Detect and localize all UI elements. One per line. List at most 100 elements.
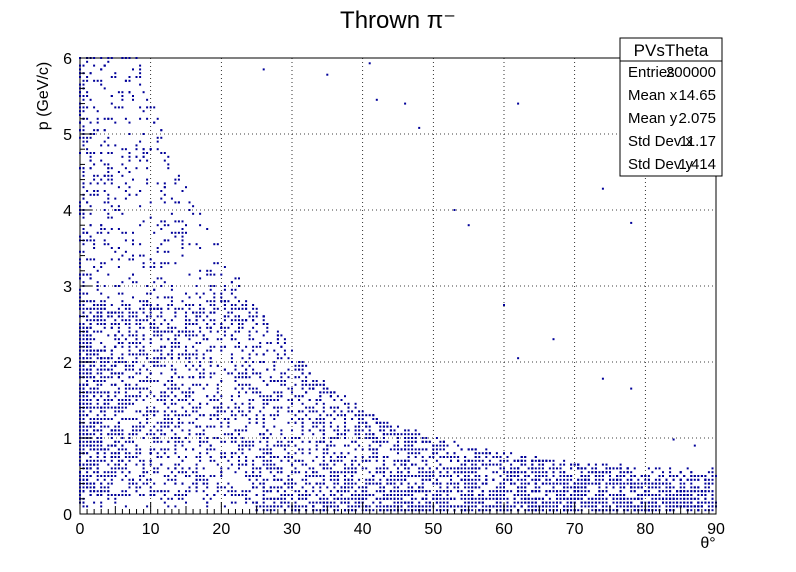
data-point [538,467,541,470]
data-point [241,304,244,306]
data-point [397,437,399,439]
data-point [365,425,368,428]
data-point [326,414,329,417]
data-point [351,471,354,474]
data-point [442,440,445,443]
data-point [117,391,120,394]
data-point [223,266,226,268]
data-point [114,414,117,417]
data-point [453,471,456,474]
data-point [121,106,124,109]
data-point [276,505,279,508]
data-point [107,406,110,409]
data-point [340,494,343,496]
data-point [591,497,594,500]
data-point [93,361,96,363]
data-point [199,433,202,436]
data-point [333,505,336,508]
data-point [100,368,103,371]
data-point [344,425,346,428]
data-point [192,383,195,386]
data-point [181,497,184,500]
data-point [471,471,474,474]
data-point [241,437,244,439]
data-point [93,376,96,379]
data-point [626,501,629,504]
data-point [202,357,205,360]
data-point [117,387,120,390]
data-point [181,414,184,417]
data-point [298,505,301,508]
data-point [86,383,89,386]
data-point [460,505,463,508]
data-point [209,444,212,447]
data-point [107,136,110,139]
data-point [450,459,452,462]
data-point [552,475,555,477]
data-point [185,334,187,337]
data-point [156,467,159,470]
data-point [174,482,177,485]
data-point [213,437,216,439]
data-point [294,482,297,485]
data-point [89,334,92,337]
data-point [121,459,124,462]
data-point [79,448,81,451]
data-point [89,323,92,325]
data-point [612,478,615,481]
data-point [86,190,89,192]
data-point [612,486,615,489]
data-point [86,334,89,337]
data-point [93,174,96,177]
data-point [669,482,672,485]
data-point [160,421,163,424]
data-point [252,459,255,462]
data-point [291,391,293,394]
data-point [93,57,96,59]
data-point [407,509,410,512]
data-point [110,205,113,208]
data-point [605,490,608,493]
data-point [139,494,142,496]
data-point [520,478,523,481]
data-point [531,478,534,481]
data-point [199,212,202,215]
data-point [333,437,336,439]
data-point [676,505,679,508]
data-point [510,478,513,481]
data-point [340,501,343,504]
data-point [103,209,106,211]
data-point [79,258,81,261]
data-point [548,505,551,508]
data-point [170,421,173,424]
data-point [156,410,159,413]
data-point [234,376,237,379]
data-point [594,463,597,466]
data-point [100,425,103,428]
data-point [185,353,187,356]
data-point [188,243,191,246]
data-point [188,353,191,356]
data-point [216,387,219,390]
data-point [570,505,573,508]
data-point [241,463,244,466]
data-point [397,475,399,477]
data-point [601,494,604,496]
data-point [135,456,138,458]
data-point [361,459,364,462]
data-point [160,262,163,265]
data-point [421,482,424,485]
data-point [220,402,223,405]
data-point [485,497,488,500]
data-point [308,494,311,496]
data-point [513,475,516,477]
data-point [548,467,551,470]
data-point [305,364,308,367]
data-point [407,467,410,470]
data-point [167,224,170,227]
data-point [128,133,131,135]
data-point [255,353,258,356]
data-point [124,368,127,371]
data-point [128,399,131,401]
data-point [393,463,396,466]
